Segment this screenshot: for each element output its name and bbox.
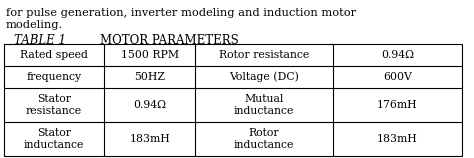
Text: Voltage (DC): Voltage (DC) xyxy=(229,72,299,82)
Text: Stator
inductance: Stator inductance xyxy=(24,128,84,150)
Text: 183mH: 183mH xyxy=(377,134,418,144)
Text: TABLE 1: TABLE 1 xyxy=(14,34,66,47)
Text: Rotor
inductance: Rotor inductance xyxy=(234,128,294,150)
Text: Rotor resistance: Rotor resistance xyxy=(219,50,309,60)
Text: MOTOR PARAMETERS: MOTOR PARAMETERS xyxy=(100,34,239,47)
Text: Rated speed: Rated speed xyxy=(20,50,88,60)
Text: for pulse generation, inverter modeling and induction motor: for pulse generation, inverter modeling … xyxy=(6,8,356,18)
Bar xyxy=(4,44,462,156)
Text: frequency: frequency xyxy=(27,72,82,82)
Text: 0.94Ω: 0.94Ω xyxy=(381,50,414,60)
Text: 50HZ: 50HZ xyxy=(134,72,165,82)
Text: Stator
resistance: Stator resistance xyxy=(26,94,82,116)
Text: 176mH: 176mH xyxy=(377,100,418,110)
Text: Mutual
inductance: Mutual inductance xyxy=(234,94,294,116)
Text: 1500 RPM: 1500 RPM xyxy=(120,50,179,60)
Text: modeling.: modeling. xyxy=(6,20,63,30)
Text: 0.94Ω: 0.94Ω xyxy=(133,100,166,110)
Text: 183mH: 183mH xyxy=(129,134,170,144)
Text: 600V: 600V xyxy=(383,72,412,82)
